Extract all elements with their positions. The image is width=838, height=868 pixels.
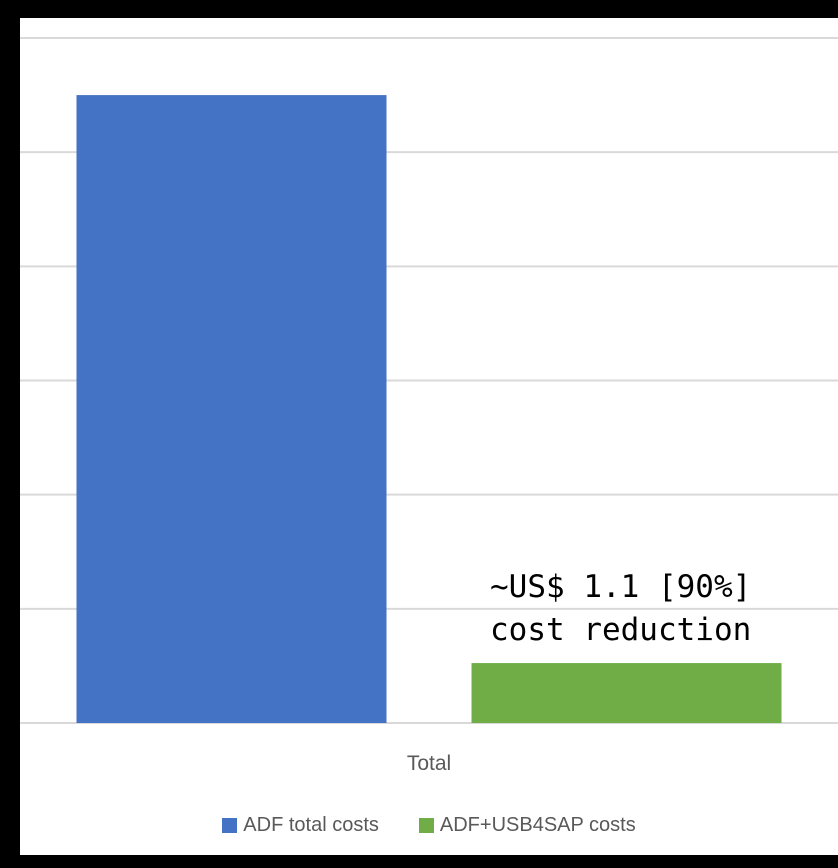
bar-chart: Total — [20, 37, 838, 775]
legend-item-adf-total: ADF total costs — [222, 814, 379, 837]
annotation-line-2: cost reduction — [490, 612, 752, 648]
x-tick-label: Total — [407, 752, 451, 775]
legend-swatch-adf-total — [222, 817, 238, 833]
annotation-line-1: ~US$ 1.1 [90%] — [490, 569, 752, 605]
chart-frame: Total ~US$ 1.1 [90%] cost reduction ADF … — [20, 18, 838, 855]
cost-reduction-annotation: ~US$ 1.1 [90%] cost reduction — [490, 566, 751, 652]
bars — [76, 95, 782, 724]
bar-adf-usb4sap-costs — [471, 663, 782, 723]
legend-label-adf-usb4sap: ADF+USB4SAP costs — [439, 813, 636, 836]
legend-item-adf-usb4sap: ADF+USB4SAP costs — [418, 813, 636, 837]
legend: ADF total costs ADF+USB4SAP costs — [20, 810, 838, 840]
x-axis: Total — [407, 752, 451, 775]
legend-label-adf-total: ADF total costs — [243, 813, 379, 836]
legend-swatch-adf-usb4sap — [418, 817, 434, 833]
bar-adf-total-costs — [76, 95, 387, 724]
